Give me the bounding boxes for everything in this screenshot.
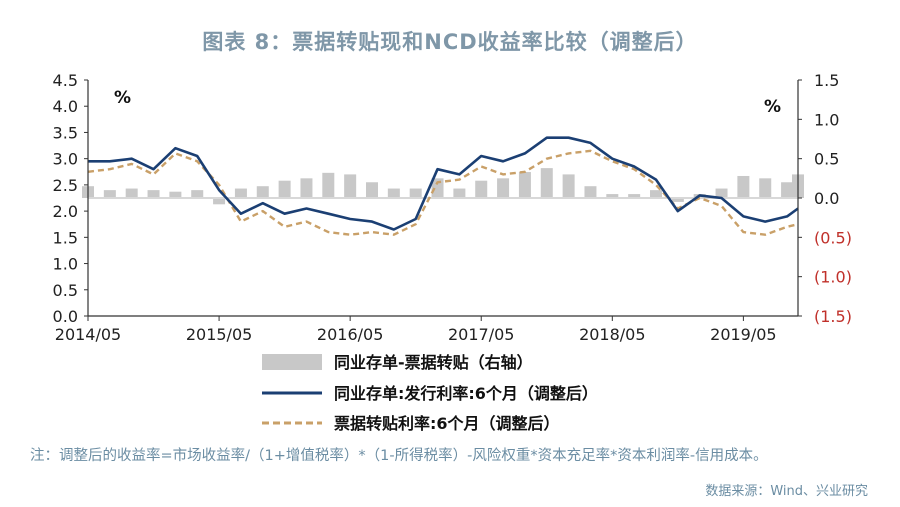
legend: 同业存单-票据转贴（右轴） 同业存单:发行利率:6个月（调整后） 票据转贴利率:6个… [262,353,598,433]
spread-bar [300,178,313,198]
spread-bar [278,180,291,198]
spread-bar [431,178,444,198]
right-tick-label: (0.5) [814,228,852,247]
spread-bar [497,178,510,198]
spread-bar [191,190,204,198]
spread-bar [715,188,728,198]
spread-bar [475,180,488,198]
left-tick-label: 2.5 [53,176,78,195]
right-tick-label: 0.0 [814,189,839,208]
x-tick-label: 2017/05 [448,325,514,344]
x-tick-label: 2016/05 [317,325,383,344]
spread-bar [628,194,641,198]
x-tick-label: 2014/05 [55,325,121,344]
chart-title: 图表 8：票据转贴现和NCD收益率比较（调整后） [202,30,698,54]
x-tick-label: 2019/05 [710,325,776,344]
legend-swatch-spread [262,354,322,370]
left-axis-unit: % [114,88,131,108]
right-tick-label: (1.5) [814,307,852,326]
spread-bar [387,188,400,198]
right-tick-label: 0.5 [814,150,839,169]
left-tick-label: 2.0 [53,202,78,221]
left-tick-label: 4.0 [53,97,78,116]
left-tick-label: 4.5 [53,71,78,90]
spread-bar [103,190,116,198]
left-tick-label: 3.0 [53,150,78,169]
spread-bar [344,174,357,198]
spread-bar [409,188,422,198]
spread-bar [256,186,269,198]
spread-bar [540,168,553,198]
spread-bar [322,172,335,198]
right-axis-unit: % [764,97,781,117]
spread-bar [584,186,597,198]
spread-bar [650,190,662,198]
left-tick-label: 0.0 [53,307,78,326]
legend-label-spread: 同业存单-票据转贴（右轴） [334,353,533,372]
spread-bar [606,194,619,198]
spread-bar [147,190,160,198]
x-tick-label: 2018/05 [579,325,645,344]
spread-bar [737,175,750,198]
spread-bar [518,172,531,198]
left-tick-label: 1.0 [53,255,78,274]
right-tick-label: 1.0 [814,110,839,129]
right-tick-label: (1.0) [814,268,852,287]
left-tick-label: 3.5 [53,123,78,142]
spread-bar [213,198,226,205]
spread-bar [562,174,575,198]
ncd-rate-line [88,136,799,231]
spread-bar [671,198,684,202]
spread-bar [453,188,466,198]
line-series [87,136,799,236]
footnote: 注：调整后的收益率=市场收益率/（1+增值税率）*（1-所得税率）-风险权重*资… [30,448,768,464]
x-tick-label: 2015/05 [186,325,252,344]
spread-bar [234,188,247,198]
spread-bar [125,188,138,198]
legend-label-ncd: 同业存单:发行利率:6个月（调整后） [334,384,598,403]
spread-bar [781,182,794,198]
legend-label-bill: 票据转贴利率:6个月（调整后） [334,414,560,433]
right-tick-label: 1.5 [814,71,839,90]
tick-labels: 0.0 0.5 1.0 1.5 2.0 2.5 3.0 3.5 4.0 4.5 1.5 1.0 0.5 0… [53,71,852,344]
spread-bar [169,191,182,198]
spread-bar [759,178,772,198]
left-tick-label: 0.5 [53,281,78,300]
spread-bar [366,182,378,198]
data-source: 数据来源：Wind、兴业研究 [705,484,868,499]
left-tick-label: 1.5 [53,228,78,247]
spread-bars [82,168,804,205]
